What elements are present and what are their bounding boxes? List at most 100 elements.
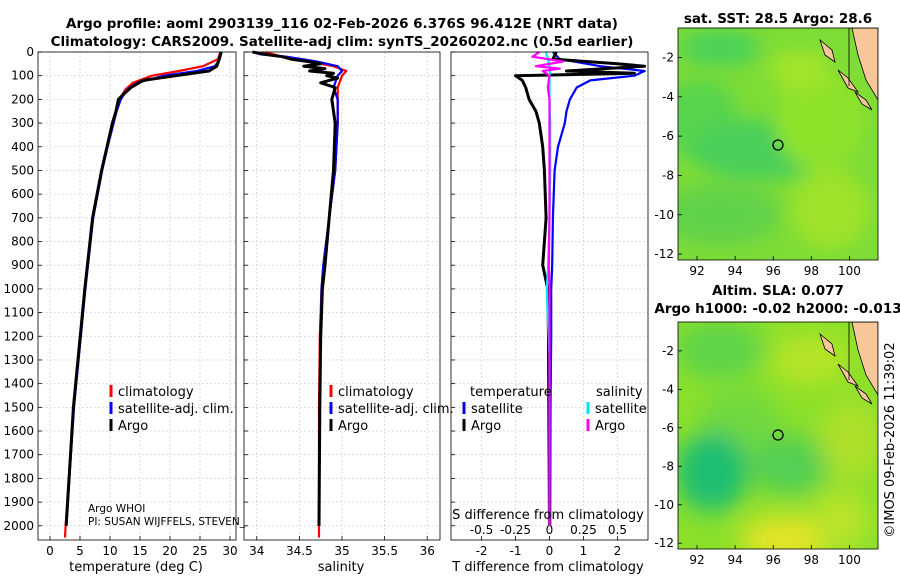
y-tick-label: 1800 — [3, 471, 34, 485]
x-tick-label: 34 — [249, 544, 264, 558]
x2-tick-label: -0.25 — [500, 523, 531, 537]
series-line-argo — [252, 50, 340, 526]
temperature-legend: climatology satellite-adj. clim. Argo — [109, 385, 234, 434]
map-x-tick-label: 96 — [766, 553, 781, 567]
x2-tick-label: -0.5 — [470, 523, 493, 537]
map-y-tick-label: -12 — [654, 247, 674, 261]
y-tick-label: 1500 — [3, 400, 34, 414]
difference-legend: temperature satellite Argo salinity sate… — [462, 385, 647, 434]
sst-map-title: sat. SST: 28.5 Argo: 28.6 — [684, 11, 872, 27]
x-tick-label: 2 — [614, 544, 622, 558]
sla-float-marker — [772, 429, 784, 441]
imos-watermark: ©IMOS 09-Feb-2026 11:39:02 — [883, 342, 898, 537]
map-x-tick-label: 92 — [689, 553, 704, 567]
plot-background — [38, 52, 236, 540]
legend-climatology-label: climatology — [118, 385, 194, 400]
legend-salinity-heading: salinity — [596, 385, 643, 400]
float-info-pi: PI: SUSAN WIJFFELS, STEVEN_ — [88, 516, 246, 528]
sst-float-marker — [772, 139, 784, 151]
map-x-tick-label: 94 — [728, 553, 743, 567]
y-tick-label: 400 — [11, 140, 34, 154]
sla-map-title-1: Altim. SLA: 0.077 — [712, 283, 844, 299]
y-tick-label: 1400 — [3, 377, 34, 391]
x2-tick-label: 0.25 — [570, 523, 597, 537]
map-y-tick-label: -6 — [662, 421, 674, 435]
series-line-temperature-satellite — [549, 51, 646, 526]
x-tick-label: 36 — [420, 544, 435, 558]
s-diff-xlabel: S difference from climatology — [452, 508, 644, 523]
legend-s-argo-label: Argo — [595, 419, 625, 434]
map-x-tick-label: 98 — [804, 553, 819, 567]
x2-tick-label: 0.5 — [608, 523, 627, 537]
x-tick-label: 35 — [334, 544, 349, 558]
map-x-tick-label: 100 — [838, 553, 861, 567]
sla-map — [678, 322, 878, 549]
x-tick-label: 0 — [546, 544, 554, 558]
temperature-profile-panel: 0100200300400500600700800900100011001200… — [3, 45, 237, 558]
x-tick-label: -1 — [510, 544, 522, 558]
legend-satellite-label: satellite-adj. clim. — [118, 402, 234, 417]
salinity-legend: climatology satellite-adj. clim. Argo — [329, 385, 454, 434]
map-y-tick-label: -4 — [662, 90, 674, 104]
title-line-1: Argo profile: aoml 2903139_116 02-Feb-20… — [66, 16, 618, 32]
legend-argo-label: Argo — [338, 419, 368, 434]
x-tick-label: 10 — [102, 544, 117, 558]
y-tick-label: 800 — [11, 235, 34, 249]
y-tick-label: 500 — [11, 163, 34, 177]
map-y-tick-label: -10 — [654, 208, 674, 222]
y-tick-label: 1200 — [3, 329, 34, 343]
difference-profile-panel: -2 -1 0 1 2 -0.5 -0.25 0 0.25 0.5 — [450, 51, 649, 558]
plot-frame — [243, 51, 441, 541]
x-tick-label: 30 — [222, 544, 237, 558]
plot-frame — [450, 51, 649, 541]
legend-s-satellite-label: satellite — [595, 402, 647, 417]
y-tick-label: 200 — [11, 92, 34, 106]
x2-tick-label: 0 — [546, 523, 554, 537]
map-x-tick-label: 94 — [728, 264, 743, 278]
map-y-tick-label: -4 — [662, 382, 674, 396]
map-x-tick-label: 92 — [689, 264, 704, 278]
legend-t-argo-label: Argo — [471, 419, 501, 434]
sst-map-axes: 92 94 96 98 100 -2 -4 -6 -8 -10 -12 — [654, 50, 860, 278]
y-tick-label: 900 — [11, 258, 34, 272]
map-y-tick-label: -12 — [654, 536, 674, 550]
y-tick-label: 1600 — [3, 424, 34, 438]
map-y-tick-label: -6 — [662, 129, 674, 143]
sla-map-frame — [677, 321, 879, 550]
x-tick-label: 35.5 — [371, 544, 398, 558]
x-tick-label: 34.5 — [286, 544, 313, 558]
map-y-tick-label: -2 — [662, 50, 674, 64]
y-tick-label: 1900 — [3, 495, 34, 509]
legend-temperature-heading: temperature — [470, 385, 552, 400]
y-tick-label: 1700 — [3, 448, 34, 462]
series-line-temperature-argo — [514, 51, 647, 526]
x-tick-label: 20 — [162, 544, 177, 558]
map-y-tick-label: -10 — [654, 498, 674, 512]
series-line-argo — [64, 51, 223, 526]
sla-map-title-2: Argo h1000: -0.02 h2000: -0.013 — [654, 301, 900, 317]
salinity-xlabel: salinity — [318, 560, 365, 575]
x-tick-label: 1 — [580, 544, 588, 558]
t-diff-xlabel: T difference from climatology — [451, 560, 644, 575]
x-tick-label: 25 — [192, 544, 207, 558]
x-tick-label: -2 — [476, 544, 488, 558]
series-line-salinity-argo — [531, 51, 565, 526]
float-info-institution: Argo WHOI — [88, 503, 145, 515]
salinity-profile-panel: 34 34.5 35 35.5 36 — [243, 50, 441, 558]
map-x-tick-label: 100 — [838, 264, 861, 278]
title-line-2: Climatology: CARS2009. Satellite-adj cli… — [51, 34, 634, 50]
y-tick-label: 2000 — [3, 519, 34, 533]
sla-map-axes: 92 94 96 98 100 -2 -4 -6 -8 -10 -12 — [654, 344, 860, 567]
y-tick-label: 0 — [26, 45, 34, 59]
y-tick-label: 100 — [11, 69, 34, 83]
legend-satellite-label: satellite-adj. clim. — [338, 402, 454, 417]
map-y-tick-label: -8 — [662, 459, 674, 473]
y-tick-label: 1300 — [3, 353, 34, 367]
x-tick-label: 0 — [46, 544, 54, 558]
legend-argo-label: Argo — [118, 419, 148, 434]
map-x-tick-label: 98 — [804, 264, 819, 278]
sst-map-frame — [677, 27, 879, 261]
map-y-tick-label: -8 — [662, 168, 674, 182]
temperature-xlabel: temperature (deg C) — [69, 560, 203, 575]
